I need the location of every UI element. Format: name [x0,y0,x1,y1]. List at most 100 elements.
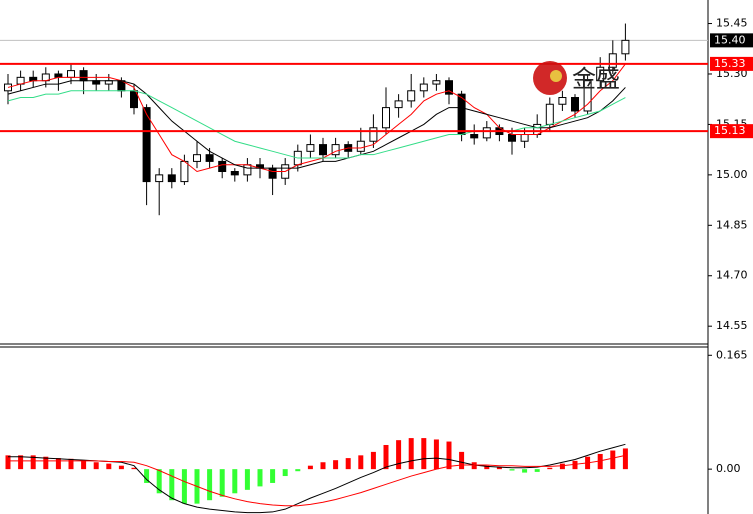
histogram-bar [383,444,389,470]
histogram-bar [181,469,187,504]
y-tick-label: 0.165 [716,348,748,361]
histogram-bar [244,469,250,490]
histogram-bar [270,469,276,483]
candle-body [331,144,340,156]
y-tick-label: 15.00 [716,168,748,181]
candle-body [369,127,378,142]
watermark: 金盛 [572,65,620,93]
histogram-bar [496,467,502,470]
candle-body [319,144,327,156]
candle-body [4,83,12,92]
histogram-bar [307,465,313,470]
candle-body [356,140,365,152]
watermark-logo [533,61,567,95]
candle-body [79,70,88,82]
candle-body [167,174,176,183]
histogram-bar [446,441,452,470]
histogram-bar [622,448,628,470]
y-tick-label: 14.55 [716,319,748,332]
histogram-bar [118,465,124,470]
histogram-bar [18,455,24,470]
histogram-bar [55,458,61,470]
histogram-bar [559,463,565,470]
price-label: 15.40 [714,33,746,46]
candle-body [419,83,428,92]
candle-body [558,97,567,105]
histogram-bar [610,450,616,470]
candle-body [243,164,252,176]
price-tag [710,33,753,48]
histogram-bar [93,462,99,470]
level-tag [710,56,753,71]
level-label: 15.13 [714,124,746,137]
histogram-bar [433,439,439,470]
candle-body [621,39,630,55]
candle-body [230,171,239,176]
candle-body [155,174,164,183]
line-series [8,454,626,507]
histogram-bar [30,455,36,470]
histogram-bar [144,469,150,483]
histogram-bar [408,438,414,470]
histogram-bar [295,469,301,472]
candle-body [218,160,227,172]
histogram-bar [106,463,112,470]
histogram-bar [232,469,238,494]
histogram-bar [522,469,528,473]
histogram-bar [81,460,87,470]
candle-body [508,134,516,142]
line-series [7,80,626,169]
candle-body [268,167,277,179]
histogram-bar [320,462,326,470]
candle-body [470,134,479,139]
histogram-bar [547,467,553,470]
histogram-bar [534,469,540,472]
histogram-bar [396,440,402,470]
histogram-bar [459,451,465,470]
histogram-bar [572,460,578,470]
candle-body [382,107,390,129]
candle-body [394,100,403,109]
watermark-logo [550,70,562,82]
histogram-bar [370,451,376,470]
histogram-bar [207,469,213,501]
candle-body [545,103,554,125]
histogram-bar [421,438,427,470]
histogram-bar [333,460,339,470]
histogram-bar [43,456,49,470]
histogram-bar [345,458,351,470]
histogram-bar [156,469,162,494]
y-tick-label: 15.45 [716,17,748,30]
candle-body [407,90,416,102]
candle-body [608,53,617,68]
level-tag [710,124,753,139]
histogram-bar [509,469,515,471]
histogram-bar [471,462,477,470]
candle-body [180,160,189,183]
histogram-bar [257,469,263,487]
histogram-bar [169,469,175,501]
histogram-bar [68,458,74,470]
candle-body [104,80,113,85]
candle-body [92,80,101,85]
y-tick-label: 14.70 [716,269,748,282]
candle-body [29,76,38,82]
candle-body [205,154,214,162]
candle-body [482,127,491,139]
histogram-bar [282,469,288,477]
candle-body [583,80,592,112]
candle-body [142,107,151,183]
candle-body [571,97,579,112]
line-series [7,90,626,159]
histogram-bar [219,469,225,497]
candle-body [445,80,453,95]
histogram-bar [5,455,11,470]
level-label: 15.33 [714,57,746,70]
candle-body [306,144,315,152]
histogram-bar [484,465,490,470]
candle-body [67,70,75,78]
candle-body [457,93,466,136]
y-tick-label: 14.85 [716,218,748,231]
